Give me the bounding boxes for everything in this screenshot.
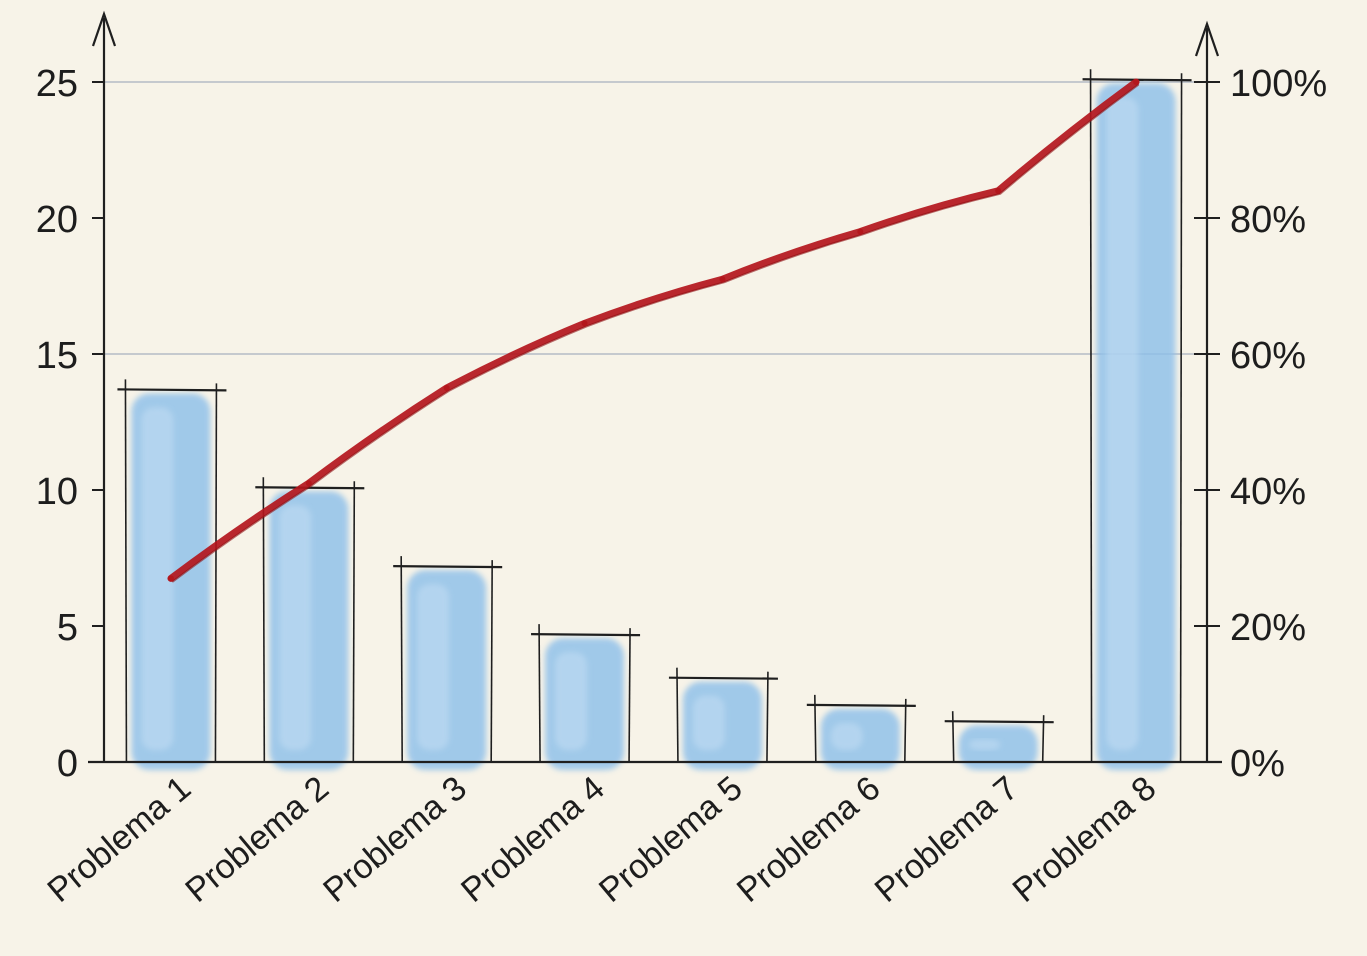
cumulative-line-path-sketch xyxy=(171,84,1140,583)
bar-edge-left xyxy=(124,379,128,763)
bar-edge-top xyxy=(668,676,778,680)
bar-edge-right xyxy=(904,698,907,763)
left-tick-label: 5 xyxy=(57,607,78,649)
cumulative-line xyxy=(167,78,1140,583)
category-label: Problema 3 xyxy=(316,769,474,910)
bar-edge-left xyxy=(1089,69,1093,763)
bar-edge-right xyxy=(766,671,769,763)
bar-highlight xyxy=(1106,97,1139,750)
bar-edge-top xyxy=(806,703,916,707)
bar-highlight xyxy=(692,695,725,750)
bar-edge-left xyxy=(676,667,679,763)
category-label: Problema 8 xyxy=(1006,769,1164,910)
left-tick-label: 25 xyxy=(36,63,78,105)
bar-edge-top xyxy=(944,720,1054,724)
grid-lines xyxy=(104,81,1207,355)
category-label: Problema 1 xyxy=(40,769,198,910)
cumulative-point xyxy=(1133,79,1140,85)
right-tick-label: 20% xyxy=(1230,607,1306,649)
left-tick-label: 15 xyxy=(36,335,78,377)
right-tick-label: 40% xyxy=(1230,471,1306,513)
bar xyxy=(668,667,778,770)
right-tick-label: 0% xyxy=(1230,743,1285,785)
category-label: Problema 7 xyxy=(868,769,1026,910)
right-tick-label: 80% xyxy=(1230,199,1306,241)
bar-highlight xyxy=(968,739,1001,750)
left-tick-label: 10 xyxy=(36,471,78,513)
bar-edge-top xyxy=(117,388,227,392)
axes xyxy=(88,10,1222,764)
cumulative-point xyxy=(443,385,450,391)
bar-edge-right xyxy=(352,481,356,763)
bar-edge-right xyxy=(490,560,493,763)
bar-highlight xyxy=(141,407,174,750)
category-label: Problema 5 xyxy=(592,769,750,910)
bar-edge-right xyxy=(628,628,631,763)
bar xyxy=(393,556,503,770)
bar xyxy=(255,477,365,770)
bar xyxy=(944,711,1054,770)
left-tick-label: 20 xyxy=(36,199,78,241)
left-tick-label: 0 xyxy=(57,743,78,785)
category-label: Problema 2 xyxy=(178,769,336,910)
bar-highlight xyxy=(279,505,312,750)
cumulative-point xyxy=(305,480,312,487)
ticks: 0 5 10 15 20 25 0% 20% 40% 60% 80% 100% xyxy=(36,63,1327,785)
bar xyxy=(531,624,641,770)
bar-edge-top xyxy=(393,565,503,569)
category-label: Problema 6 xyxy=(730,769,888,910)
bar-highlight xyxy=(417,584,450,750)
bars xyxy=(117,69,1192,770)
bar-edge-top xyxy=(531,633,641,637)
left-y-axis-arrow-icon xyxy=(91,10,117,47)
right-y-axis-arrow-icon xyxy=(1194,20,1220,57)
bar-edge-left xyxy=(400,556,403,763)
right-tick-label: 60% xyxy=(1230,335,1306,377)
cumulative-line-path xyxy=(167,78,1140,582)
cumulative-point xyxy=(167,575,174,582)
bar-edge-right xyxy=(1179,73,1183,763)
bar-highlight xyxy=(555,652,587,750)
right-tick-label: 100% xyxy=(1230,63,1327,105)
cumulative-point xyxy=(719,276,726,283)
bar-edge-left xyxy=(951,711,955,763)
cumulative-point xyxy=(581,320,588,327)
cumulative-point xyxy=(995,187,1002,194)
bar xyxy=(1082,69,1192,770)
category-label: Problema 4 xyxy=(454,769,612,910)
bar-edge-left xyxy=(538,624,541,763)
bar-edge-right xyxy=(214,383,218,763)
bar-edge-left xyxy=(262,477,266,763)
bar xyxy=(806,694,916,770)
cumulative-point xyxy=(857,228,864,235)
bar-edge-left xyxy=(814,694,817,763)
bar-highlight xyxy=(830,722,863,750)
